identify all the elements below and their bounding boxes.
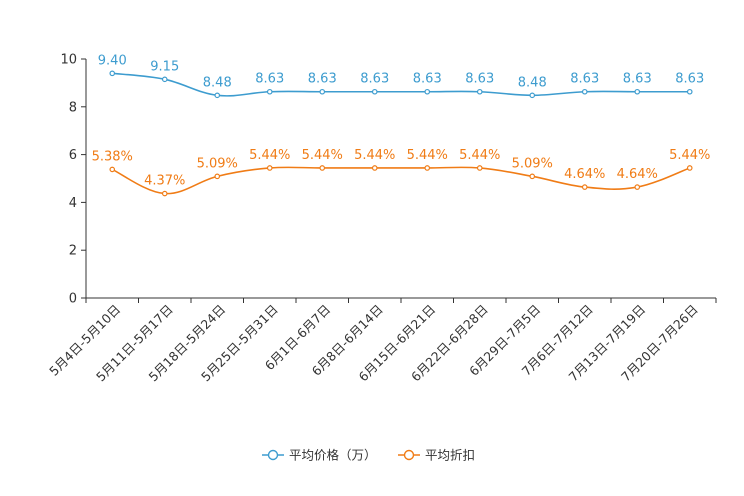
data-point[interactable] <box>424 88 431 95</box>
y-tick-label: 8 <box>69 100 77 115</box>
data-label: 8.48 <box>518 75 547 90</box>
series-average-discount: 5.38% 4.37% 5.09% 5.44% 5.44% 5.44% 5.44% 5.44%… <box>92 148 710 197</box>
data-point[interactable] <box>424 165 431 171</box>
data-point[interactable] <box>266 88 273 95</box>
y-tick-label: 4 <box>69 196 77 211</box>
series-layer: 9.40 9.15 8.48 8.63 8.63 8.63 8.63 8.63 8.48 8.63… <box>92 53 710 197</box>
data-point[interactable] <box>686 88 693 95</box>
y-tick-label: 0 <box>69 292 77 307</box>
data-point[interactable] <box>161 190 168 197</box>
data-point[interactable] <box>476 165 483 171</box>
data-point[interactable] <box>319 165 326 171</box>
series-line <box>111 166 691 195</box>
y-tick-label: 6 <box>69 148 77 163</box>
data-label: 8.48 <box>203 75 232 90</box>
data-label: 5.09% <box>197 156 238 171</box>
data-point[interactable] <box>634 184 641 190</box>
data-point[interactable] <box>686 165 693 171</box>
data-label: 8.63 <box>360 72 389 87</box>
data-label: 5.09% <box>512 156 553 171</box>
y-tick-label: 10 <box>60 53 77 68</box>
data-point[interactable] <box>529 92 536 99</box>
data-label: 5.44% <box>407 148 448 163</box>
legend-item-average-discount[interactable]: 平均折扣 <box>398 448 475 463</box>
data-label: 8.63 <box>675 72 704 87</box>
data-point[interactable] <box>529 173 536 180</box>
data-label: 8.63 <box>623 72 652 87</box>
data-label: 8.63 <box>308 72 337 87</box>
data-label: 8.63 <box>465 72 494 87</box>
data-point[interactable] <box>371 88 378 95</box>
data-point[interactable] <box>581 88 588 95</box>
data-label: 8.63 <box>413 72 442 87</box>
data-point[interactable] <box>214 173 221 180</box>
data-point[interactable] <box>109 166 116 173</box>
data-point[interactable] <box>161 76 168 83</box>
data-label: 4.64% <box>564 167 605 182</box>
data-point[interactable] <box>371 165 378 171</box>
data-point[interactable] <box>634 88 641 95</box>
legend-item-average-price[interactable]: 平均价格（万） <box>262 448 377 463</box>
data-label: 8.63 <box>255 72 284 87</box>
data-point[interactable] <box>476 88 483 95</box>
chart-axes: 02468105月4日-5月10日5月11日-5月17日5月18日-5月24日5… <box>46 53 717 384</box>
data-label: 8.63 <box>570 72 599 87</box>
legend-marker-icon <box>267 449 279 461</box>
series-line <box>112 72 690 97</box>
data-label: 4.64% <box>617 167 658 182</box>
data-label: 5.44% <box>302 148 343 163</box>
legend-label: 平均折扣 <box>425 448 475 463</box>
data-label: 5.44% <box>669 148 710 163</box>
legend-marker-icon <box>403 449 415 461</box>
data-label: 9.40 <box>98 53 127 68</box>
data-point[interactable] <box>214 92 221 99</box>
data-point[interactable] <box>581 184 588 190</box>
data-label: 5.44% <box>459 148 500 163</box>
data-label: 5.44% <box>354 148 395 163</box>
y-tick-label: 2 <box>69 244 77 259</box>
data-point[interactable] <box>319 88 326 95</box>
series-average-price: 9.40 9.15 8.48 8.63 8.63 8.63 8.63 8.63 8.48 8.63… <box>98 53 704 99</box>
data-label: 9.15 <box>150 59 179 74</box>
chart-legend: 平均价格（万） 平均折扣 <box>262 448 475 463</box>
data-point[interactable] <box>109 70 116 77</box>
data-label: 5.44% <box>249 148 290 163</box>
legend-label: 平均价格（万） <box>289 448 377 463</box>
data-point[interactable] <box>266 165 273 171</box>
data-label: 4.37% <box>144 174 185 189</box>
data-label: 5.38% <box>92 149 133 164</box>
